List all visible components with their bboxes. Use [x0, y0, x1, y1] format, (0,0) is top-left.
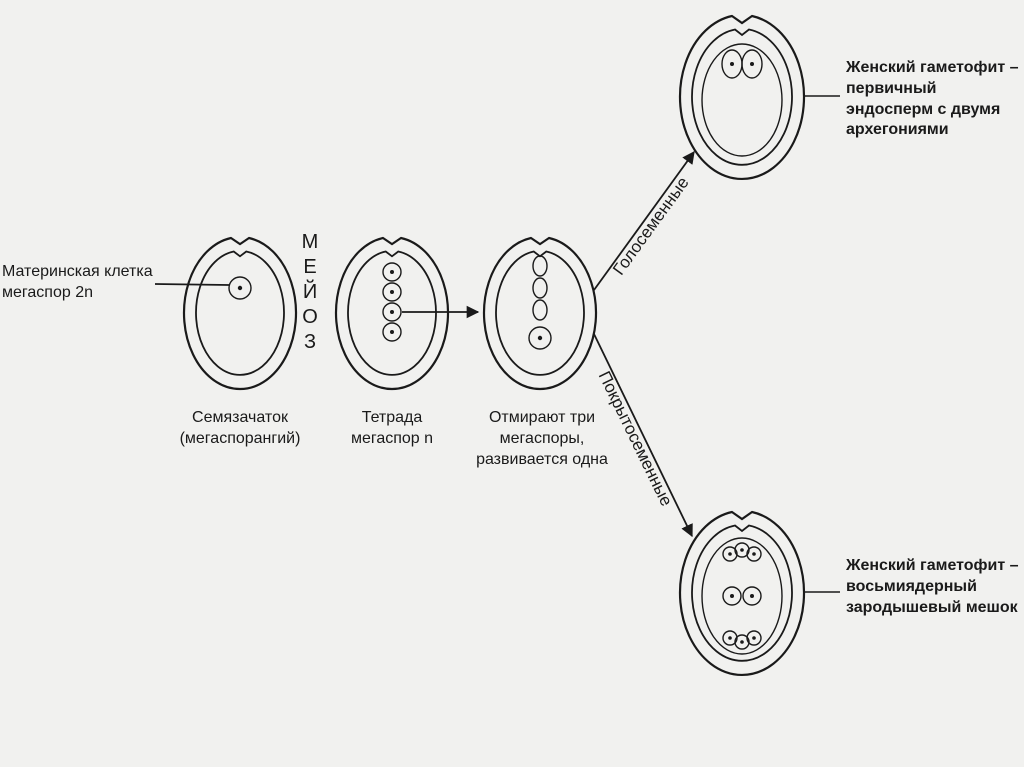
caption-stage3: Отмирают три мегаспоры, развивается одна [474, 408, 610, 470]
caption-stage1: Семязачаток (мегаспорангий) [178, 408, 302, 450]
ovule-angiosperm [680, 512, 804, 675]
branch-label-gymnosperm: Голосеменные [609, 173, 693, 278]
ovule-gymnosperm [680, 16, 804, 179]
svg-text:Е: Е [303, 256, 316, 278]
label-mother-cell: Материнская клетка мегаспор 2n [2, 262, 162, 304]
label-gymnosperm-gametophyte: Женский гаметофит – первичный эндосперм … [846, 58, 1022, 141]
svg-text:М: М [302, 231, 319, 253]
svg-text:Й: Й [303, 279, 317, 303]
meiosis-vertical-label: МЕЙОЗ [302, 231, 319, 353]
ovule-stage1 [184, 238, 296, 389]
label-angiosperm-gametophyte: Женский гаметофит – восьмиядерный зароды… [846, 556, 1022, 618]
leader-mother-cell [155, 284, 229, 285]
ovule-stage3 [484, 238, 596, 389]
caption-stage2: Тетрада мегаспор n [340, 408, 444, 450]
svg-text:О: О [302, 306, 318, 328]
ovule-stage2 [336, 238, 448, 389]
svg-text:З: З [304, 331, 316, 353]
